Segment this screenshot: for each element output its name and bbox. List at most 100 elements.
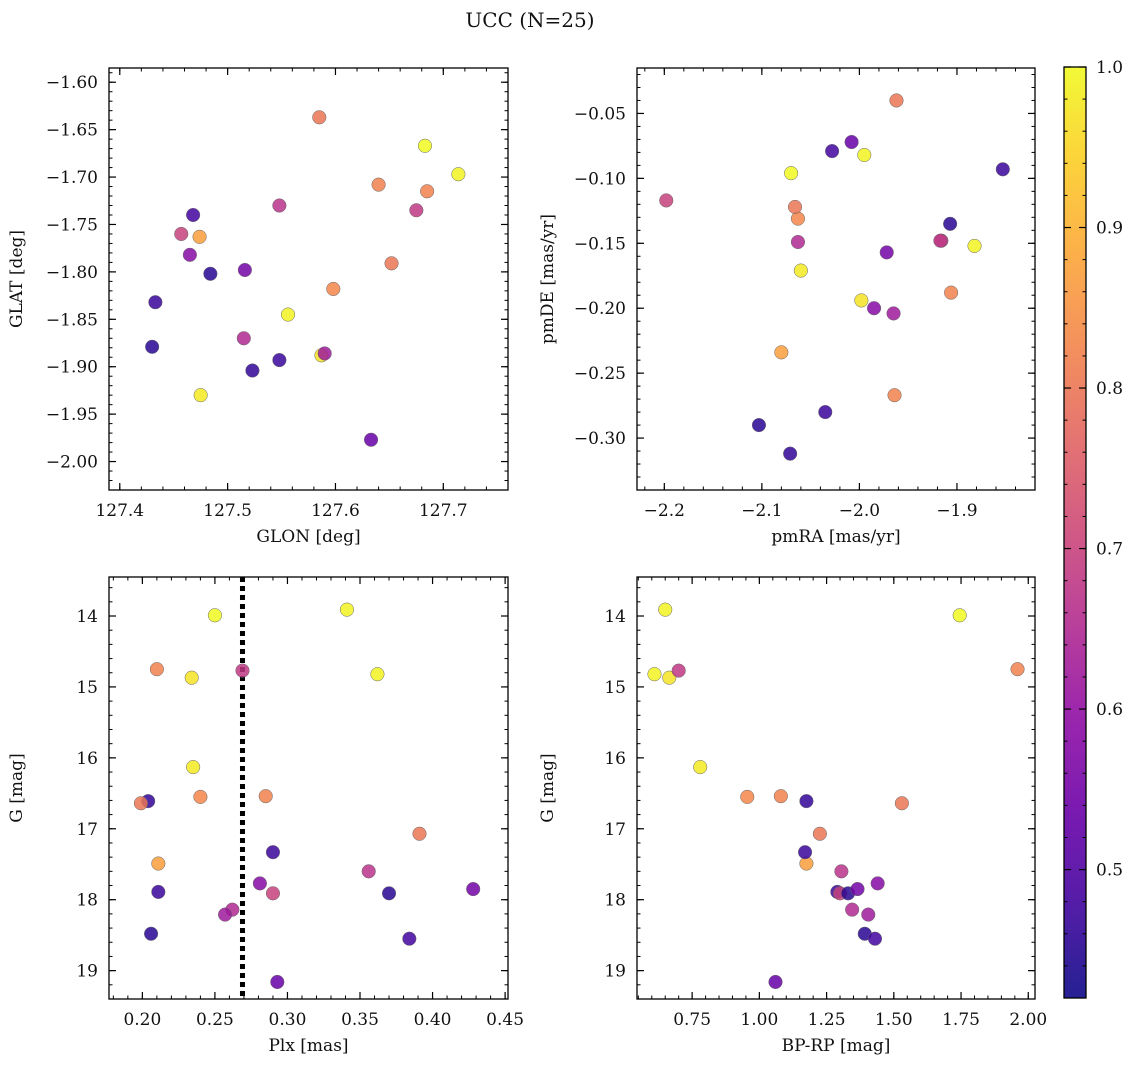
data-point	[151, 884, 166, 899]
data-point	[149, 662, 164, 677]
data-point	[312, 110, 327, 125]
axes-frame	[108, 67, 509, 491]
data-point	[798, 845, 813, 860]
data-point	[844, 134, 859, 150]
panel-bprp-g: 0.75 1.00 1.25 1.50 1.75 2.00 14 15 16 17 18 19 BP-R…	[538, 576, 1047, 1056]
data-point	[207, 608, 222, 623]
data-point	[834, 864, 849, 879]
data-point	[317, 346, 332, 361]
data-point	[326, 281, 341, 297]
y-tick-label: −1.95	[46, 405, 98, 425]
data-point	[1010, 662, 1025, 677]
data-point	[790, 234, 806, 250]
data-point	[381, 886, 397, 901]
data-point	[417, 138, 433, 153]
data-point	[186, 760, 201, 775]
data-point	[451, 167, 466, 182]
y-tick-label: 16	[76, 749, 98, 769]
data-point	[466, 882, 481, 897]
data-point	[133, 796, 148, 811]
axes-frame	[636, 67, 1036, 491]
data-point	[420, 184, 435, 199]
data-point	[272, 353, 287, 368]
y-tick-label: 15	[604, 678, 626, 698]
x-axis-label: pmRA [mas/yr]	[771, 527, 900, 547]
data-point	[967, 238, 982, 253]
data-point	[784, 166, 799, 181]
figure-title: UCC (N=25)	[465, 8, 594, 32]
x-tick-label: 127.4	[95, 501, 144, 521]
y-tick-label: 16	[604, 749, 626, 769]
data-point	[825, 144, 840, 159]
scatter-points	[659, 93, 1010, 461]
x-tick-label: 1.50	[875, 1010, 913, 1030]
data-point	[258, 789, 273, 804]
x-axis-label: Plx [mas]	[268, 1036, 348, 1056]
data-point	[182, 247, 197, 262]
data-point	[361, 864, 376, 879]
data-point	[265, 845, 281, 860]
x-tick-label: −2.1	[741, 501, 782, 521]
y-tick-label: 18	[76, 891, 98, 911]
minor-ticks	[637, 577, 1035, 1000]
colorbar-tick-label: 1.0	[1096, 58, 1123, 78]
data-point	[235, 663, 250, 678]
data-point	[818, 405, 833, 420]
data-point	[402, 931, 417, 946]
data-point	[237, 262, 252, 278]
y-tick-label: 18	[604, 891, 626, 911]
y-tick-label: −2.00	[46, 453, 98, 473]
colorbar-gradient	[1063, 66, 1087, 999]
data-point	[245, 363, 260, 378]
data-point	[662, 670, 677, 685]
data-point	[886, 306, 901, 321]
data-point	[751, 418, 766, 433]
x-tick-label: 1.25	[808, 1010, 846, 1030]
x-tick-label: −2.2	[644, 501, 685, 521]
data-point	[768, 974, 783, 990]
x-tick-label: 0.35	[341, 1010, 379, 1030]
data-point	[857, 147, 872, 163]
x-tick-label: 0.25	[196, 1010, 234, 1030]
y-tick-label: −0.10	[574, 169, 626, 189]
y-tick-label: 14	[604, 607, 626, 627]
data-point	[943, 216, 958, 231]
colorbar-tick-label: 0.6	[1096, 700, 1123, 720]
x-tick-label: 127.5	[203, 501, 252, 521]
y-tick-label: −0.30	[574, 429, 626, 449]
x-tick-label: 0.20	[123, 1010, 161, 1030]
x-tick-label: 0.30	[269, 1010, 307, 1030]
data-point	[280, 307, 296, 322]
data-point	[866, 301, 882, 316]
y-tick-label: 19	[76, 962, 98, 982]
x-tick-label: −2.0	[839, 501, 880, 521]
x-tick-label: 2.00	[1009, 1010, 1047, 1030]
y-tick-label: 14	[76, 607, 98, 627]
data-point	[671, 663, 686, 678]
data-point	[364, 432, 379, 447]
minor-ticks	[109, 577, 508, 1000]
scatter-points	[647, 602, 1025, 990]
data-point	[774, 345, 789, 360]
data-point	[236, 331, 251, 346]
data-point	[192, 229, 207, 244]
data-point	[659, 193, 674, 208]
data-point	[193, 388, 208, 403]
panels: 127.4 127.5 127.6 127.7 −2.00 −1.95 −1.90 −1.85…	[7, 67, 1047, 1056]
y-tick-label: −1.70	[46, 168, 98, 188]
data-point	[145, 339, 160, 354]
data-point	[850, 882, 865, 897]
y-axis-label: G [mag]	[7, 753, 27, 822]
data-point	[184, 670, 199, 685]
data-point	[740, 789, 755, 804]
data-point	[658, 602, 673, 617]
x-tick-label: 0.75	[673, 1010, 711, 1030]
data-point	[252, 876, 267, 891]
x-tick-label: 1.00	[740, 1010, 778, 1030]
x-tick-label: 127.6	[311, 501, 360, 521]
data-point	[894, 796, 909, 811]
data-point	[944, 285, 959, 300]
colorbar-tick-label: 0.7	[1096, 540, 1123, 560]
data-point	[647, 667, 662, 682]
data-point	[151, 856, 166, 871]
